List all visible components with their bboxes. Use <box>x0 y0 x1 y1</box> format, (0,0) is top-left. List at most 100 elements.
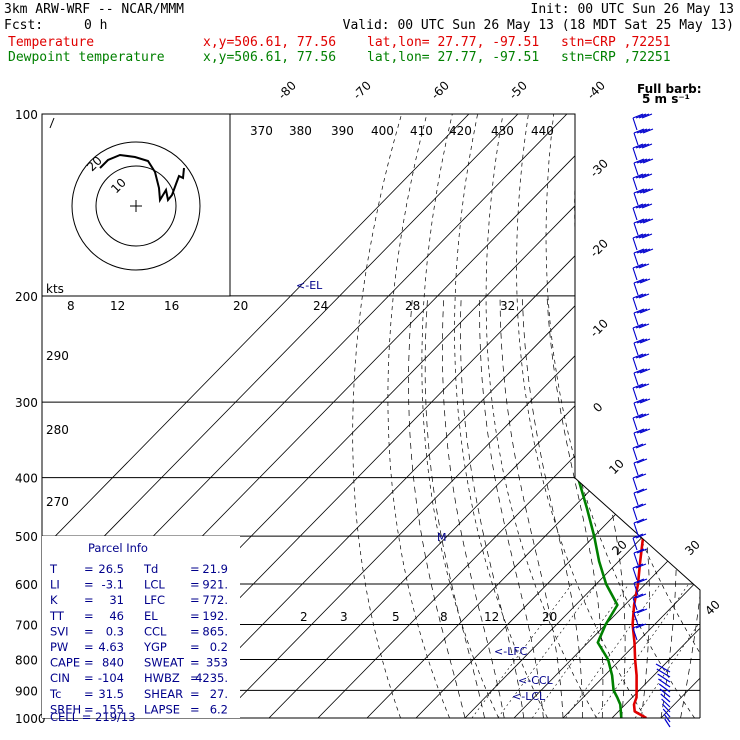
wind-barb-flag <box>632 263 644 269</box>
wind-barb-staff <box>632 507 638 521</box>
parcel-label: YGP <box>143 640 167 654</box>
wind-barb-flag <box>638 263 650 269</box>
parcel-info-box: Parcel Info <box>42 536 240 718</box>
wind-barb-low <box>661 698 671 708</box>
wind-barb-flag <box>636 428 648 434</box>
dry-adiabat-line <box>485 114 597 718</box>
wind-barb-flag <box>633 608 645 614</box>
wind-barb-flag <box>636 278 648 284</box>
hodograph-ring-10 <box>95 165 177 247</box>
wind-barb-flag <box>636 308 648 314</box>
wind-barb-flag <box>633 548 645 554</box>
wind-barb-flag <box>642 158 654 164</box>
wind-barb-staff <box>632 597 638 611</box>
speed-tick-label: 24 <box>313 299 328 313</box>
wind-barb-flag <box>635 443 647 449</box>
parcel-value: 772. <box>202 593 228 607</box>
parcel-eq: = <box>84 656 94 670</box>
wind-barb-flag <box>636 368 648 374</box>
barb-legend-title: Full barb: <box>637 82 702 96</box>
wind-barb-flag <box>632 413 644 419</box>
wind-barb-flag <box>632 593 644 599</box>
hodograph-arrow <box>49 117 55 129</box>
speed-tick-label: 32 <box>500 299 515 313</box>
dewpoint-legend: Dewpoint temperature <box>8 50 165 65</box>
wind-barb-flag <box>633 188 645 194</box>
wind-barb-flag <box>632 443 644 449</box>
wind-barb-flag <box>633 278 645 284</box>
wind-barb-staff <box>633 492 639 506</box>
parcel-eq: = <box>84 702 94 716</box>
valid-time: Valid: 00 UTC Sun 26 May 13 (18 MDT Sat … <box>342 18 734 33</box>
parcel-eq: = <box>190 671 200 685</box>
parcel-label: HWBZ <box>144 671 180 685</box>
theta-label: 390 <box>331 124 354 138</box>
wind-barb-staff <box>632 537 638 551</box>
mixing-ratio-label: 8 <box>440 610 448 624</box>
wind-barb-flag <box>632 353 644 359</box>
wind-barb-flag <box>635 563 647 569</box>
mixing-ratio-label: 3 <box>340 610 348 624</box>
dry-adiabat-line <box>421 114 499 718</box>
temperature-tick-label: -50 <box>506 78 530 102</box>
wind-barb-staff <box>632 567 638 581</box>
theta-e-label: 280 <box>46 423 69 437</box>
wind-barb-flag <box>633 398 645 404</box>
wind-barb-flag <box>639 338 651 344</box>
wind-barb-flag <box>635 113 647 119</box>
wind-barb-flag <box>632 293 644 299</box>
wind-barb-flag <box>635 353 647 359</box>
wind-barb-staff <box>632 327 638 341</box>
wind-barb-flag <box>638 383 650 389</box>
dry-adiabat-line <box>654 114 700 718</box>
parcel-value: 21.9 <box>202 562 228 576</box>
wind-barb-staff <box>632 417 638 431</box>
theta-label: 400 <box>371 124 394 138</box>
temperature-tick-label: 20 <box>609 537 630 558</box>
mixing-ratio-line <box>634 583 700 718</box>
parcel-eq: = <box>84 578 94 592</box>
wind-barb-flag <box>635 323 647 329</box>
wind-barb-flag <box>639 218 651 224</box>
wind-barb-flag <box>639 308 651 314</box>
wind-barb-flag <box>632 533 644 539</box>
parcel-eq: = <box>190 578 200 592</box>
parcel-value: 865. <box>202 624 228 638</box>
wind-barb-flag <box>642 248 654 254</box>
dry-adiabat-line <box>545 114 695 718</box>
wind-barb-flag <box>633 488 645 494</box>
el-label: <-EL <box>296 279 323 292</box>
wind-barb-staff <box>633 162 639 176</box>
parcel-label: SWEAT <box>144 656 185 670</box>
dry-adiabat-line <box>387 114 450 718</box>
parcel-value: -104 <box>98 671 124 685</box>
wind-barb-low <box>658 678 671 688</box>
parcel-label: Tc <box>49 687 61 701</box>
theta-e-label: 290 <box>46 349 69 363</box>
wind-barb-staff <box>632 267 638 281</box>
theta-label: 440 <box>531 124 554 138</box>
dry-adiabat-line <box>731 114 740 718</box>
wind-barb-low <box>657 673 671 683</box>
isotherm-line <box>464 114 700 718</box>
wind-barb-flag <box>635 293 647 299</box>
wind-barbs <box>632 113 671 728</box>
wind-barb-staff <box>632 117 638 131</box>
wind-barb-flag <box>636 248 648 254</box>
parcel-label: CAPE <box>50 656 80 670</box>
wind-barb-flag <box>636 608 648 614</box>
wind-barb-staff <box>633 552 639 566</box>
wind-barb-flag <box>638 113 650 119</box>
wind-barb-flag <box>632 323 644 329</box>
speed-tick-label: 20 <box>233 299 248 313</box>
fcst-value: 0 h <box>84 18 108 33</box>
dry-adiabat-line <box>706 114 740 718</box>
parcel-label: LFC <box>144 593 165 607</box>
pressure-tick-label: 200 <box>15 290 38 304</box>
parcel-value: 6.2 <box>210 702 228 716</box>
isotherm-line <box>268 114 700 718</box>
parcel-value: 921. <box>202 578 228 592</box>
pressure-tick-label: 800 <box>15 653 38 667</box>
wind-barb-flag <box>636 398 648 404</box>
isotherm-line <box>710 114 740 718</box>
